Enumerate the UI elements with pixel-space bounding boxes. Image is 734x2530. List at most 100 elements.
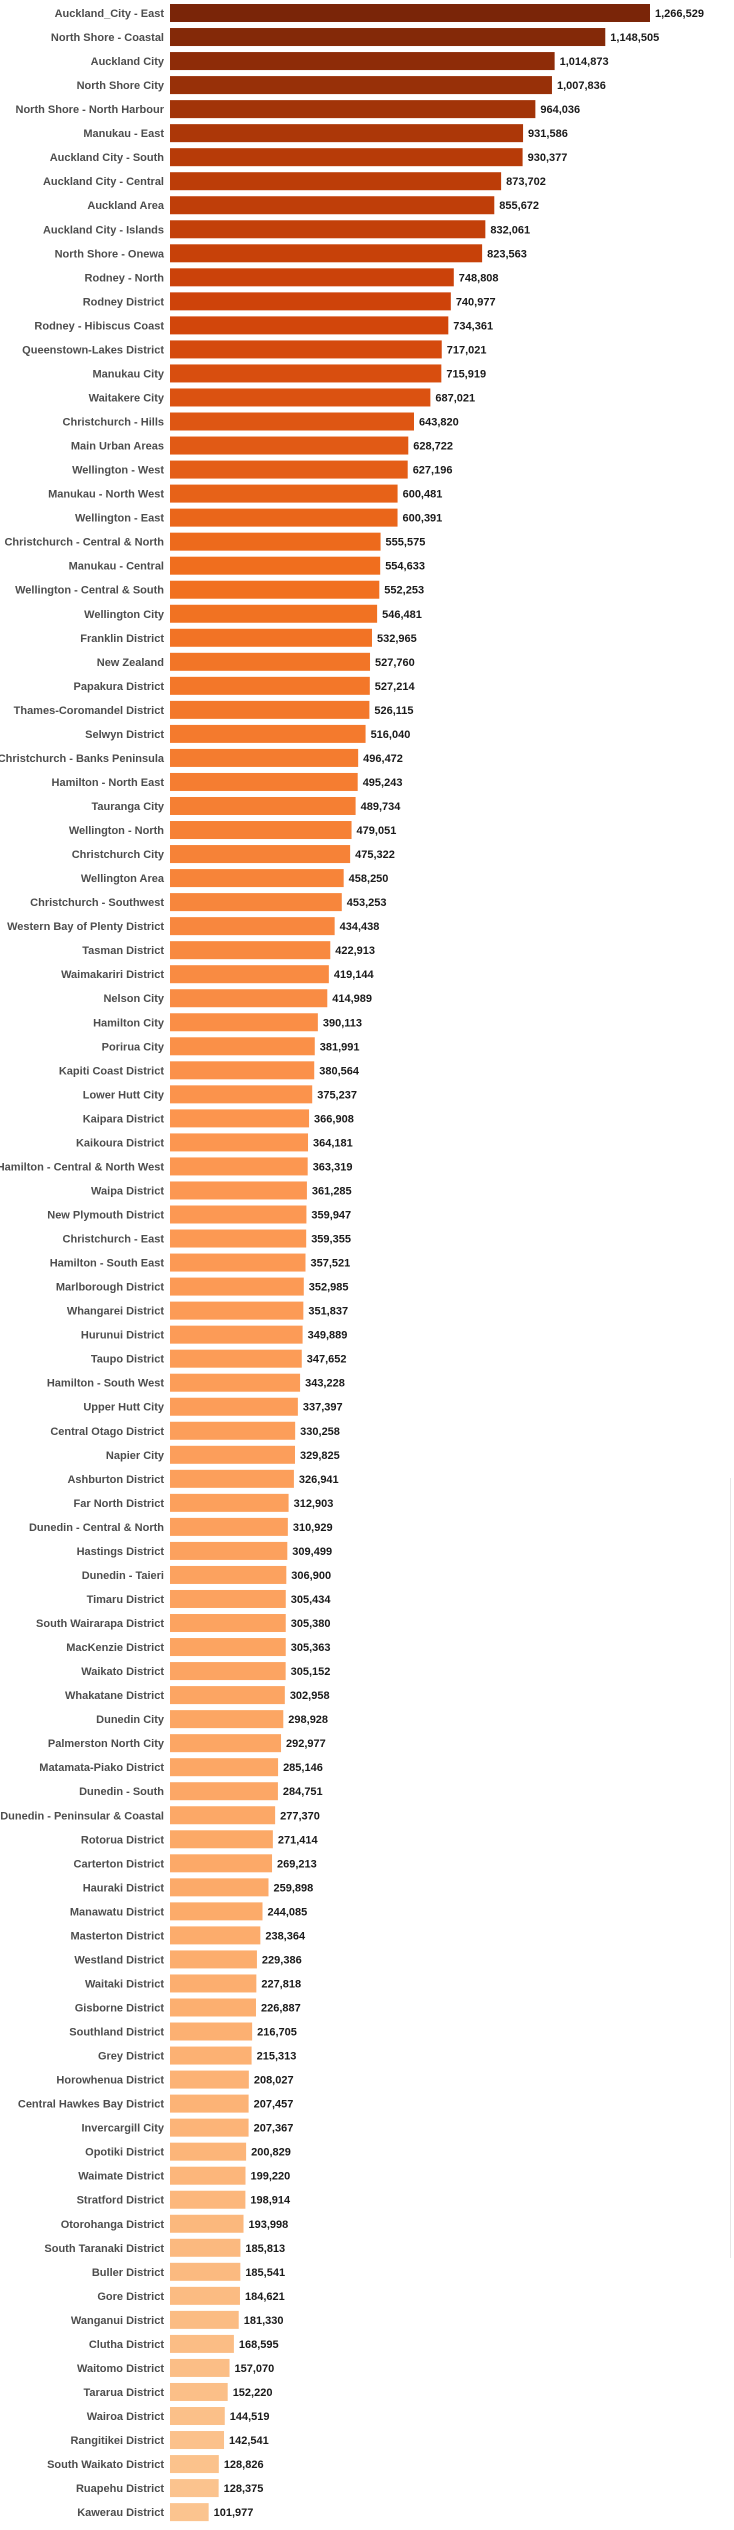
- value-label: 215,313: [257, 2051, 297, 2063]
- value-label: 302,958: [290, 1690, 330, 1702]
- bar-96: [170, 2310, 239, 2329]
- bar-21: [170, 508, 398, 527]
- value-label: 128,826: [224, 2459, 264, 2471]
- category-label: Papakura District: [74, 681, 165, 693]
- bar-80: [170, 1926, 261, 1945]
- bar-48: [170, 1157, 308, 1176]
- value-label: 128,375: [224, 2483, 264, 2495]
- category-label: Tasman District: [82, 945, 164, 957]
- value-label: 305,380: [291, 1618, 331, 1630]
- category-label: Manawatu District: [70, 1906, 164, 1918]
- value-label: 277,370: [280, 1810, 320, 1822]
- category-label: Auckland City - Islands: [43, 224, 164, 236]
- category-label: Kapiti Coast District: [59, 1065, 164, 1077]
- bar-59: [170, 1421, 296, 1440]
- value-label: 185,813: [245, 2243, 285, 2255]
- bar-71: [170, 1710, 284, 1729]
- category-label: Hurunui District: [81, 1330, 164, 1342]
- bar-76: [170, 1830, 273, 1849]
- category-label: Southland District: [69, 2027, 164, 2039]
- category-label: Tararua District: [84, 2387, 165, 2399]
- category-label: Manukau - East: [83, 128, 164, 140]
- category-label: Rotorua District: [81, 1834, 164, 1846]
- bar-90: [170, 2166, 246, 2185]
- bar-53: [170, 1277, 304, 1296]
- category-label: Opotiki District: [85, 2147, 164, 2159]
- value-label: 516,040: [371, 729, 411, 741]
- bar-78: [170, 1878, 269, 1897]
- value-label: 309,499: [292, 1546, 332, 1558]
- category-label: Masterton District: [70, 1930, 164, 1942]
- bar-35: [170, 845, 351, 864]
- value-label: 185,541: [245, 2267, 285, 2279]
- bar-60: [170, 1445, 295, 1464]
- bar-16: [170, 388, 431, 407]
- bar-79: [170, 1902, 263, 1921]
- bar-85: [170, 2046, 252, 2065]
- bar-83: [170, 1998, 256, 2017]
- bar-40: [170, 965, 329, 984]
- value-label: 458,250: [349, 873, 389, 885]
- bar-3: [170, 76, 552, 95]
- value-label: 208,027: [254, 2075, 294, 2087]
- category-label: Napier City: [106, 1450, 165, 1462]
- category-label: Marlborough District: [56, 1282, 165, 1294]
- category-label: Stratford District: [77, 2195, 165, 2207]
- category-label: Thames-Coromandel District: [14, 705, 165, 717]
- bar-70: [170, 1686, 285, 1705]
- bar-55: [170, 1325, 303, 1344]
- value-label: 292,977: [286, 1738, 326, 1750]
- category-label: Waitaki District: [85, 1978, 164, 1990]
- value-label: 600,391: [403, 513, 443, 525]
- bar-17: [170, 412, 414, 431]
- bar-63: [170, 1517, 288, 1536]
- bar-84: [170, 2022, 253, 2041]
- value-label: 717,021: [447, 344, 487, 356]
- value-label: 495,243: [363, 777, 403, 789]
- category-label: New Zealand: [97, 657, 164, 669]
- category-label: Hastings District: [77, 1546, 165, 1558]
- category-label: Kaikoura District: [76, 1137, 164, 1149]
- bar-99: [170, 2382, 228, 2401]
- bar-94: [170, 2262, 241, 2281]
- category-label: North Shore - North Harbour: [16, 104, 165, 116]
- bar-34: [170, 821, 352, 840]
- category-label: Main Urban Areas: [71, 441, 164, 453]
- category-label: Hamilton - South East: [50, 1258, 165, 1270]
- category-label: Hamilton - South West: [47, 1378, 164, 1390]
- category-label: Porirua City: [102, 1041, 165, 1053]
- bar-18: [170, 436, 409, 455]
- value-label: 285,146: [283, 1762, 323, 1774]
- category-label: Auckland City: [91, 56, 165, 68]
- value-label: 193,998: [249, 2219, 289, 2231]
- value-label: 855,672: [499, 200, 539, 212]
- bar-37: [170, 893, 342, 912]
- category-label: Carterton District: [74, 1858, 165, 1870]
- category-label: Kawerau District: [77, 2507, 164, 2519]
- value-label: 527,760: [375, 657, 415, 669]
- category-label: Ruapehu District: [76, 2483, 164, 2495]
- bar-19: [170, 460, 408, 479]
- category-label: Waitomo District: [77, 2363, 164, 2375]
- value-label: 381,991: [320, 1041, 360, 1053]
- bar-10: [170, 244, 483, 263]
- category-label: Gisborne District: [75, 2002, 165, 2014]
- value-label: 546,481: [382, 609, 422, 621]
- value-label: 475,322: [355, 849, 395, 861]
- category-label: Nelson City: [103, 993, 164, 1005]
- value-label: 184,621: [245, 2291, 285, 2303]
- value-label: 216,705: [257, 2027, 297, 2039]
- category-label: South Wairarapa District: [36, 1618, 164, 1630]
- category-label: Central Otago District: [50, 1426, 164, 1438]
- category-label: Tauranga City: [91, 801, 164, 813]
- value-label: 479,051: [357, 825, 397, 837]
- value-label: 419,144: [334, 969, 375, 981]
- value-label: 244,085: [268, 1906, 308, 1918]
- value-label: 715,919: [446, 368, 486, 380]
- bar-100: [170, 2407, 225, 2425]
- value-label: 352,985: [309, 1282, 349, 1294]
- category-label: Rodney - North: [85, 272, 165, 284]
- category-label: Dunedin - Central & North: [29, 1522, 164, 1534]
- category-label: Whangarei District: [67, 1306, 165, 1318]
- value-label: 527,214: [375, 681, 416, 693]
